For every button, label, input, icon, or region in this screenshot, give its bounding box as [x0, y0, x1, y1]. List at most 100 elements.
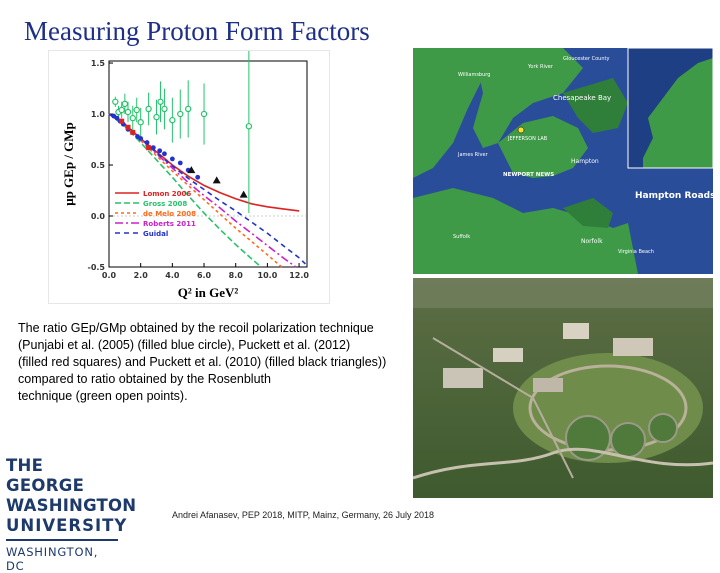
map-label-york-river: York River — [527, 64, 554, 70]
rosenbluth-point — [112, 98, 119, 105]
map-label-hampton-roads: Hampton Roads — [635, 191, 713, 201]
legend-label: Guidal — [143, 230, 168, 238]
photo-haze — [413, 278, 713, 308]
punjabi-point — [157, 148, 163, 154]
chart-svg: 0.0 2.0 4.0 6.0 8.0 10.0 12.0-0.50.00.51.01.5Q… — [61, 39, 309, 300]
logo-divider — [6, 539, 118, 541]
punjabi-point — [195, 174, 201, 180]
x-tick-label: 6.0 — [197, 271, 212, 280]
slide-footer: Andrei Afanasev, PEP 2018, MITP, Mainz, … — [172, 510, 434, 520]
map-land-west — [413, 48, 483, 178]
photo-building-2 — [493, 348, 523, 362]
map-land-middle — [563, 78, 628, 133]
rosenbluth-point — [137, 118, 144, 126]
punjabi-point — [150, 145, 156, 151]
caption-line-4: compared to ratio obtained by the Rosenb… — [18, 372, 271, 386]
photo-building-3 — [563, 323, 589, 339]
figure-caption: The ratio GEp/GMp obtained by the recoil… — [18, 320, 413, 405]
puckett-2010-point — [212, 176, 221, 184]
photo-road — [413, 447, 713, 480]
caption-line-1: The ratio GEp/GMp obtained by the recoil… — [18, 321, 374, 335]
gwu-logo: THE GEORGE WASHINGTON UNIVERSITY WASHING… — [6, 456, 137, 573]
legend-label: Roberts 2011 — [143, 220, 196, 228]
rosenbluth-point — [129, 114, 136, 122]
map-label-suffolk: Suffolk — [453, 234, 470, 240]
y-tick-label: 0.5 — [91, 161, 106, 170]
caption-line-5: technique (green open points). — [18, 389, 188, 403]
photo-building-5 — [533, 378, 563, 392]
punjabi-point — [177, 160, 183, 166]
rosenbluth-point — [153, 113, 160, 121]
x-tick-label: 0.0 — [102, 271, 117, 280]
rosenbluth-point — [184, 105, 192, 113]
map-label-williamsburg: Williamsburg — [458, 72, 490, 78]
aerial-photo-svg — [413, 278, 713, 498]
map-label-newport-news: NEWPORT NEWS — [503, 172, 554, 178]
map-label-james-river: James River — [457, 152, 489, 158]
rosenbluth-point — [245, 123, 253, 130]
caption-line-3: (filled red squares) and Puckett et al. … — [18, 355, 387, 369]
punjabi-point — [169, 156, 175, 162]
x-tick-label: 12.0 — [289, 271, 309, 280]
map-land-peninsula-north — [473, 48, 583, 148]
map-label-virginia-beach: Virginia Beach — [618, 249, 654, 255]
region-map-svg: Chesapeake Bay Hampton Roads James River… — [413, 48, 713, 274]
punjabi-point — [162, 151, 167, 157]
rosenbluth-point — [145, 105, 152, 113]
photo-building-4 — [613, 338, 653, 356]
rosenbluth-point — [157, 98, 164, 105]
curve-de-melo-2008 — [108, 113, 283, 268]
punjabi-point — [114, 115, 120, 121]
photo-accelerator-ring — [528, 364, 688, 452]
puckett-2012-point — [119, 118, 125, 124]
aerial-photo — [413, 278, 713, 498]
puckett-2012-point — [146, 145, 152, 151]
photo-hall-b — [610, 422, 646, 458]
rosenbluth-point — [121, 100, 129, 108]
rosenbluth-point — [169, 116, 176, 124]
logo-line-3: UNIVERSITY — [6, 516, 128, 535]
x-tick-label: 2.0 — [134, 271, 149, 280]
map-jlab-marker — [517, 126, 525, 134]
rosenbluth-point — [177, 110, 184, 118]
rosenbluth-point — [124, 108, 132, 116]
plot-frame — [108, 60, 308, 268]
rosenbluth-point — [161, 105, 168, 113]
punjabi-point — [138, 136, 144, 141]
map-inset-land — [643, 58, 713, 168]
punjabi-point — [144, 140, 150, 145]
x-tick-label: 8.0 — [229, 271, 244, 280]
puckett-2010-point — [239, 190, 248, 198]
x-axis-label: Q² in GeV² — [178, 285, 239, 300]
curve-gross-2008 — [108, 113, 262, 268]
map-land-norfolk — [563, 198, 613, 228]
rosenbluth-point — [200, 110, 208, 118]
map-inset-border — [627, 48, 713, 169]
y-tick-label: 1.0 — [91, 110, 106, 119]
y-axis-label: μp GEp / GMp — [61, 122, 76, 206]
x-tick-label: 4.0 — [165, 271, 180, 280]
legend-label: Gross 2008 — [143, 200, 187, 208]
y-tick-label: -0.5 — [88, 263, 106, 272]
rosenbluth-point — [133, 106, 140, 114]
photo-building-1 — [443, 368, 483, 388]
rosenbluth-point — [118, 106, 125, 114]
map-label-jefferson-lab: JEFFERSON LAB — [507, 136, 548, 142]
logo-line-2: WASHINGTON — [6, 496, 137, 515]
puckett-2012-point — [125, 124, 131, 130]
puckett-2012-point — [130, 129, 136, 135]
map-label-hampton: Hampton — [571, 158, 599, 165]
y-tick-label: 1.5 — [91, 59, 106, 68]
form-factor-chart: 0.0 2.0 4.0 6.0 8.0 10.0 12.0 -0.5 0.0 0.5 1.0 1.5 Q… — [48, 39, 330, 304]
map-label-norfolk: Norfolk — [581, 238, 603, 245]
logo-line-1: THE GEORGE — [6, 456, 85, 495]
region-map: Chesapeake Bay Hampton Roads James River… — [413, 48, 713, 274]
caption-line-2: (Punjabi et al. (2005) (filled blue circ… — [18, 338, 351, 352]
x-tick-label: 10.0 — [258, 271, 278, 280]
photo-path — [432, 337, 574, 479]
map-land-south — [413, 188, 638, 274]
map-label-gloucester: Gloucester County — [563, 56, 609, 62]
logo-line-4: WASHINGTON, DC — [6, 545, 99, 573]
puckett-2010-point — [187, 166, 196, 174]
map-label-chesapeake: Chesapeake Bay — [553, 94, 611, 102]
